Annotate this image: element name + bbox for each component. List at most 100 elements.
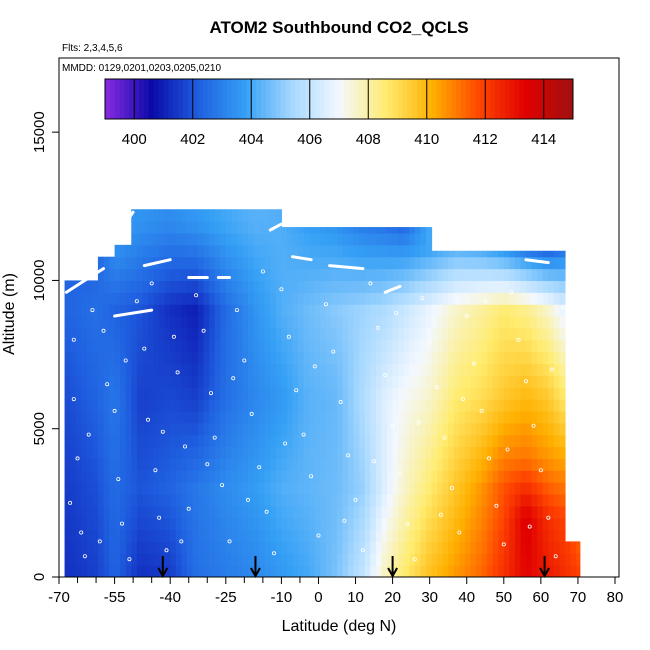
field-cell	[225, 316, 232, 329]
field-cell	[542, 250, 549, 258]
field-cell	[370, 387, 377, 400]
sample-point	[316, 533, 321, 538]
field-cell	[370, 505, 377, 519]
field-cell	[159, 446, 166, 459]
field-cell	[509, 434, 516, 448]
field-cell	[403, 363, 410, 376]
field-cell	[192, 553, 199, 566]
field-cell	[403, 227, 410, 234]
field-cell	[292, 458, 299, 471]
field-cell	[464, 493, 472, 507]
field-cell	[381, 458, 388, 471]
field-cell	[192, 422, 199, 436]
field-cell	[448, 458, 455, 471]
field-cell	[437, 517, 444, 531]
sample-point	[145, 417, 150, 422]
field-cell	[431, 327, 438, 341]
colorbar-swatch	[241, 79, 247, 119]
sample-point	[420, 296, 425, 301]
field-cell	[414, 387, 421, 400]
field-cell	[92, 517, 99, 531]
sample-point	[516, 337, 521, 342]
field-cell	[175, 268, 182, 282]
field-cell	[203, 517, 210, 531]
field-cell	[387, 280, 394, 293]
field-cell	[292, 268, 299, 282]
field-cell	[353, 446, 360, 459]
field-cell	[259, 209, 266, 222]
field-cell	[253, 399, 260, 412]
field-cell	[431, 505, 438, 519]
field-cell	[253, 304, 260, 317]
field-cell	[498, 470, 505, 483]
field-cell	[459, 505, 466, 519]
field-cell	[564, 541, 572, 554]
field-cell	[170, 458, 177, 471]
field-cell	[314, 256, 321, 270]
field-cell	[492, 410, 499, 424]
field-cell	[259, 482, 266, 495]
field-cell	[520, 387, 527, 400]
field-cell	[348, 517, 355, 531]
field-cell	[64, 446, 71, 459]
field-cell	[198, 280, 205, 293]
field-cell	[203, 505, 210, 519]
field-cell	[125, 399, 132, 412]
field-cell	[70, 482, 77, 495]
field-cell	[370, 244, 377, 258]
field-cell	[214, 316, 221, 329]
sample-point	[435, 385, 440, 390]
colorbar-swatch	[129, 79, 135, 119]
field-cell	[398, 327, 405, 341]
field-cell	[398, 565, 405, 577]
field-cell	[97, 410, 105, 424]
field-cell	[175, 446, 182, 459]
field-cell	[186, 375, 194, 388]
field-cell	[170, 399, 177, 412]
field-cell	[81, 458, 88, 471]
colorbar-swatch	[353, 79, 359, 119]
field-cell	[464, 292, 472, 305]
field-cell	[109, 529, 116, 543]
field-cell	[559, 304, 566, 317]
field-cell	[559, 387, 566, 400]
field-cell	[392, 399, 399, 412]
field-cell	[359, 327, 366, 341]
field-cell	[170, 256, 177, 270]
field-cell	[309, 256, 316, 270]
field-cell	[103, 410, 110, 424]
field-cell	[353, 541, 360, 554]
field-cell	[203, 565, 210, 577]
field-cell	[225, 327, 232, 341]
field-cell	[476, 529, 483, 543]
field-cell	[92, 458, 99, 471]
field-cell	[264, 482, 271, 495]
field-cell	[231, 363, 238, 376]
field-cell	[520, 316, 527, 329]
colorbar-swatch	[319, 79, 325, 119]
field-cell	[159, 458, 166, 471]
field-cell	[298, 482, 305, 495]
field-cell	[470, 327, 477, 341]
field-cell	[442, 268, 449, 282]
field-cell	[142, 232, 149, 246]
colorbar-swatch	[465, 79, 472, 119]
colorbar-swatch	[339, 79, 345, 119]
field-cell	[348, 434, 355, 448]
colorbar-swatch	[392, 79, 398, 119]
field-cell	[542, 268, 549, 282]
field-cell	[147, 565, 155, 577]
field-cell	[464, 541, 472, 554]
field-cell	[109, 292, 116, 305]
field-cell	[214, 304, 221, 317]
field-cell	[192, 316, 199, 329]
field-cell	[542, 553, 549, 566]
field-cell	[348, 304, 355, 317]
field-cell	[214, 232, 221, 246]
field-cell	[298, 553, 305, 566]
field-cell	[476, 505, 483, 519]
sample-point	[524, 379, 529, 384]
field-cell	[198, 517, 205, 531]
field-cell	[303, 304, 310, 317]
